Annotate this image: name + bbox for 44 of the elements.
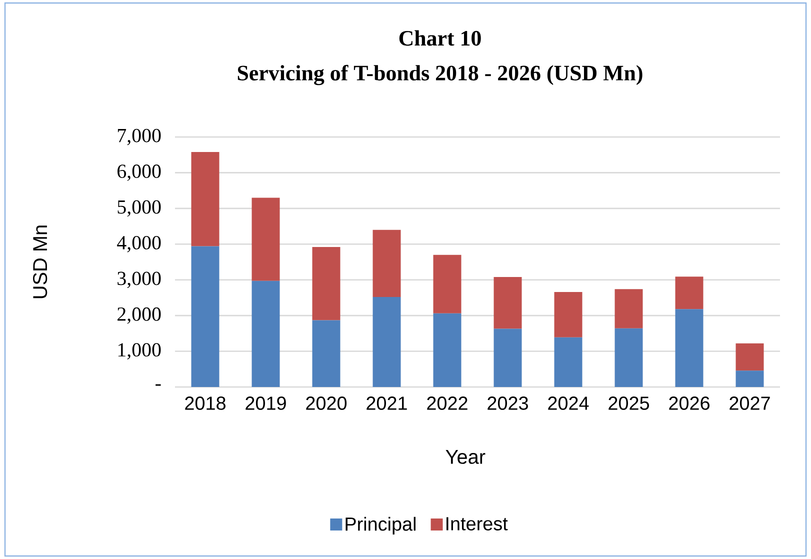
x-axis-title: Year xyxy=(446,450,486,464)
x-tick-label: 2019 xyxy=(246,396,286,410)
x-tick-label: 2026 xyxy=(669,396,710,410)
bar xyxy=(312,246,340,320)
bar xyxy=(433,254,462,314)
bar xyxy=(494,276,522,329)
bar xyxy=(191,246,220,387)
bar xyxy=(433,313,462,387)
chart-title: Chart 10 xyxy=(399,30,481,46)
bar xyxy=(252,198,280,281)
bar xyxy=(494,328,522,387)
bar xyxy=(372,230,401,297)
x-tick-label: 2023 xyxy=(488,396,528,410)
bar xyxy=(736,343,764,371)
bar xyxy=(191,152,220,246)
bar xyxy=(675,309,704,387)
bar xyxy=(554,337,582,387)
x-tick-label: 2022 xyxy=(427,396,468,410)
chart-subtitle: Servicing of T-bonds 2018 - 2026 (USD Mn) xyxy=(238,64,642,86)
y-tick-label: 3,000 xyxy=(118,272,161,288)
legend-label: Interest xyxy=(446,517,508,530)
x-tick-label: 2024 xyxy=(548,396,589,410)
x-tick-label: 2021 xyxy=(366,396,407,410)
y-tick-label: 6,000 xyxy=(118,164,161,181)
y-tick-label: 4,000 xyxy=(117,236,161,252)
x-tick-label: 2020 xyxy=(306,396,347,410)
bar xyxy=(312,320,340,387)
y-tick-label: 7,000 xyxy=(118,128,161,146)
y-tick-label: - xyxy=(156,384,161,386)
x-tick-label: 2018 xyxy=(185,396,226,410)
y-tick-label: 2,000 xyxy=(118,307,161,324)
bar xyxy=(372,296,401,387)
y-axis-title: USD Mn xyxy=(33,226,48,298)
y-tick-label: 1,000 xyxy=(118,343,161,360)
bar xyxy=(736,370,764,387)
legend-label: Principal xyxy=(346,516,416,535)
x-tick-label: 2025 xyxy=(608,396,650,410)
x-tick-label: 2027 xyxy=(730,396,770,410)
bar xyxy=(554,292,582,338)
bar xyxy=(614,328,643,387)
bar xyxy=(675,276,704,310)
bar xyxy=(614,289,643,328)
y-tick-label: 5,000 xyxy=(118,200,161,217)
bar xyxy=(252,280,280,387)
